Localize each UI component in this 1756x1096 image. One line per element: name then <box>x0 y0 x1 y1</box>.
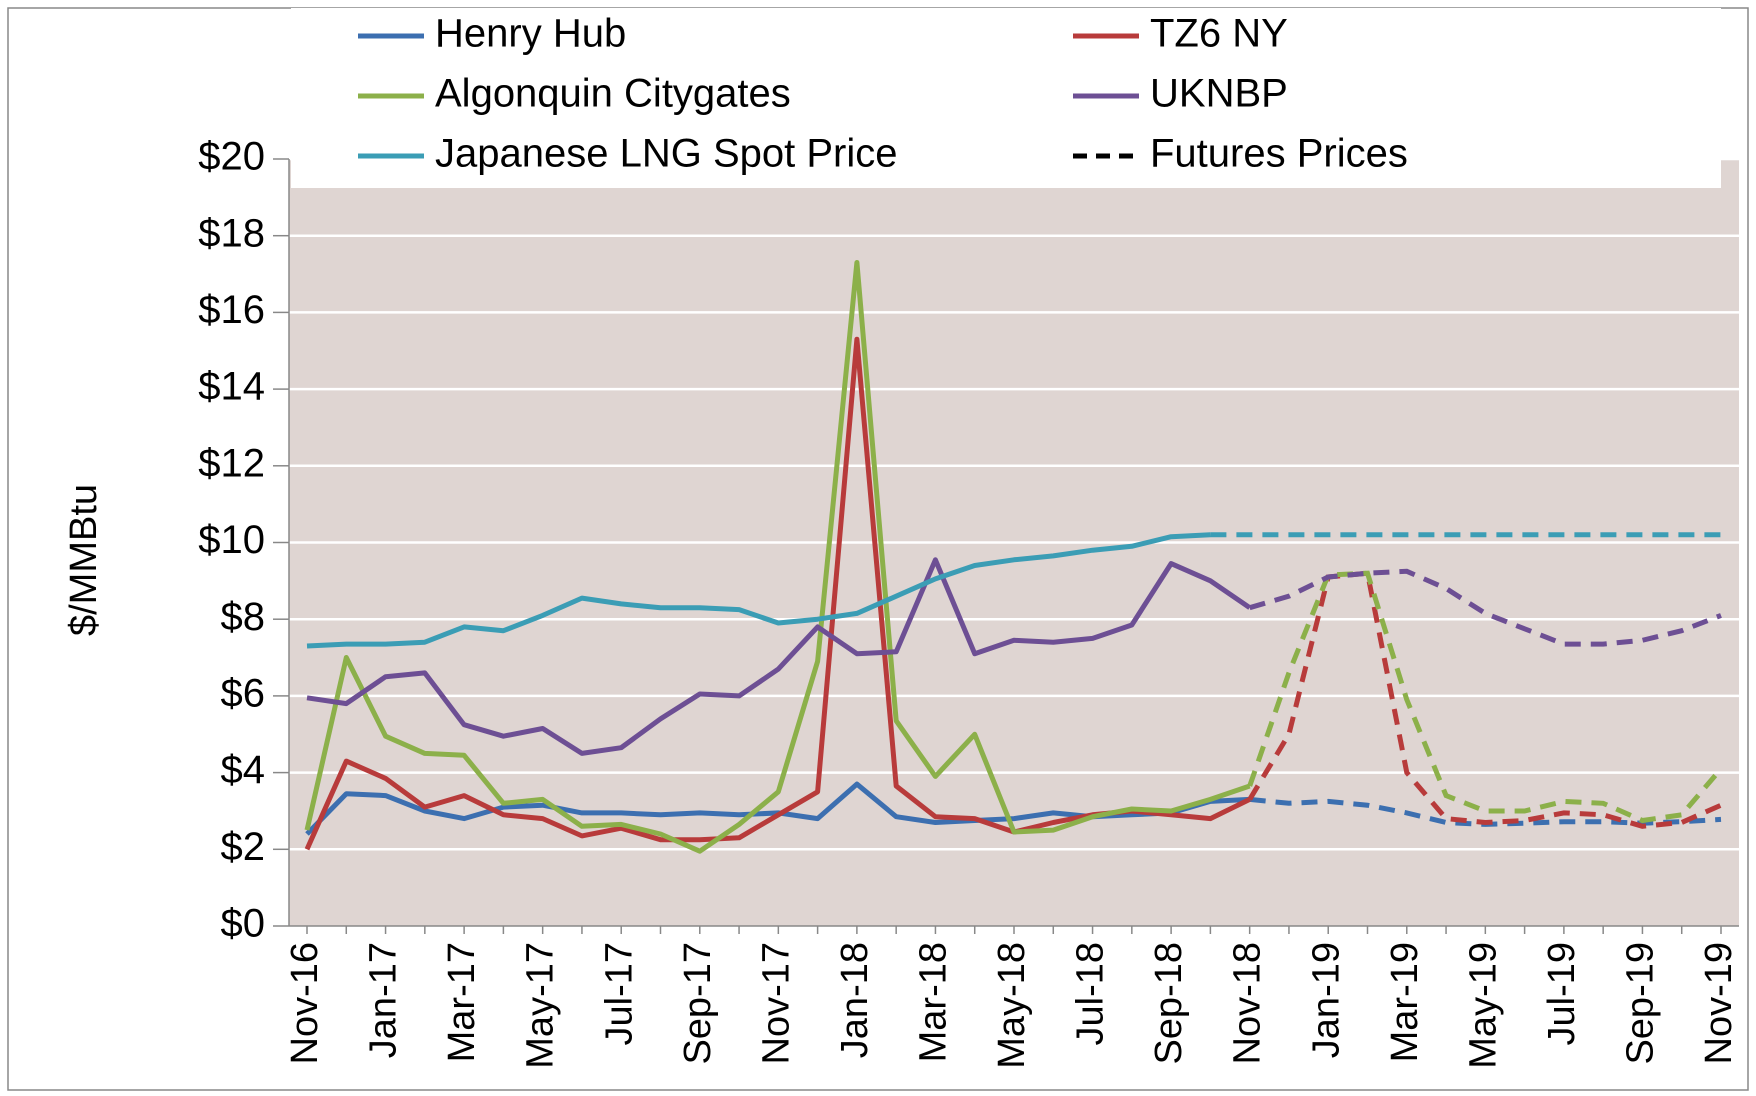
x-tick-label: Mar-17 <box>441 942 483 1062</box>
y-tick-label: $0 <box>221 902 266 946</box>
x-tick-label: Jul-18 <box>1070 942 1112 1046</box>
y-axis-label: $/MMBtu <box>63 484 105 636</box>
y-tick-label: $14 <box>198 365 265 409</box>
x-tick-label: Jan-17 <box>363 942 405 1058</box>
y-tick-label: $8 <box>221 595 266 639</box>
x-tick-label: Jul-19 <box>1541 942 1583 1046</box>
x-tick-label: Sep-17 <box>677 942 719 1065</box>
series-line <box>306 557 1252 756</box>
futures-line <box>1247 570 1723 824</box>
x-tick-label: Jan-18 <box>834 942 876 1058</box>
x-tick-label: Jan-19 <box>1305 942 1347 1058</box>
legend-label: UKNBP <box>1150 72 1288 116</box>
x-tick-label: Nov-17 <box>755 942 797 1065</box>
x-tick-label: May-17 <box>520 942 562 1069</box>
futures-line <box>1248 568 1722 647</box>
x-tick-label: Nov-16 <box>284 942 326 1065</box>
legend-label: TZ6 NY <box>1150 12 1288 56</box>
y-tick-label: $18 <box>198 211 265 255</box>
legend-box <box>291 8 1721 188</box>
x-tick-label: Nov-19 <box>1698 942 1740 1065</box>
y-tick-label: $10 <box>198 518 265 562</box>
x-tick-label: Sep-18 <box>1148 942 1190 1065</box>
x-tick-label: Mar-18 <box>912 942 954 1062</box>
x-tick-label: May-18 <box>991 942 1033 1069</box>
x-tick-label: Nov-18 <box>1227 942 1269 1065</box>
legend-label: Futures Prices <box>1150 132 1408 176</box>
y-tick-label: $4 <box>221 748 266 792</box>
y-tick-label: $2 <box>221 825 266 869</box>
legend-label: Japanese LNG Spot Price <box>435 132 897 176</box>
legend-label: Algonquin Citygates <box>435 72 791 116</box>
y-tick-label: $12 <box>198 441 265 485</box>
y-tick-label: $6 <box>221 671 266 715</box>
x-tick-label: Sep-19 <box>1619 942 1661 1065</box>
y-tick-label: $16 <box>198 288 265 332</box>
series-line <box>306 532 1211 649</box>
x-tick-label: Mar-19 <box>1384 942 1426 1062</box>
legend-label: Henry Hub <box>435 12 626 56</box>
series-line <box>304 260 1251 854</box>
x-tick-label: Jul-17 <box>598 942 640 1046</box>
x-tick-label: May-19 <box>1462 942 1504 1069</box>
y-tick-label: $20 <box>198 135 265 179</box>
